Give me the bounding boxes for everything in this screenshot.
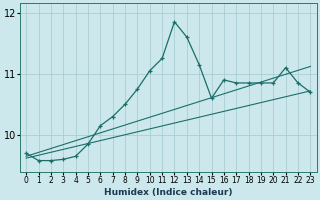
X-axis label: Humidex (Indice chaleur): Humidex (Indice chaleur)	[104, 188, 233, 197]
